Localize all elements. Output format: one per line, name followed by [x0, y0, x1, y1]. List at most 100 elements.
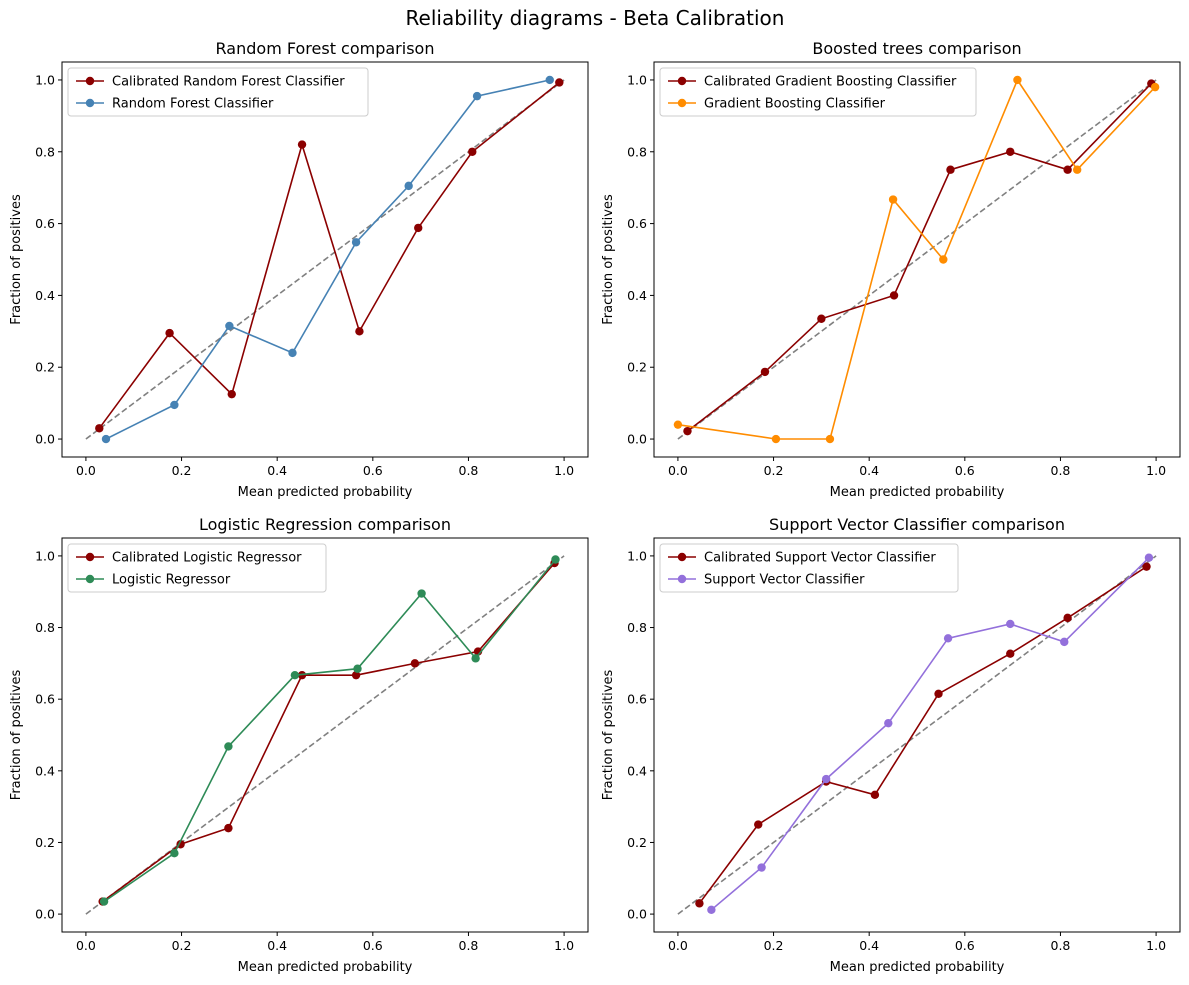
legend-swatch-marker: [85, 574, 95, 584]
x-tick-label: 0.6: [955, 938, 975, 953]
x-tick-label: 0.0: [76, 463, 96, 478]
legend-label: Calibrated Support Vector Classifier: [704, 551, 936, 566]
data-point: [1063, 165, 1072, 174]
series-line: [105, 79, 550, 440]
legend-label: Calibrated Gradient Boosting Classifier: [704, 75, 957, 90]
series-line: [102, 562, 556, 903]
legend-label: Calibrated Random Forest Classifier: [112, 75, 345, 90]
x-tick-label: 0.8: [1051, 463, 1071, 478]
series-line: [103, 558, 557, 903]
data-point: [821, 774, 831, 784]
subplot-4: Support Vector Classifier comparison 0.0 0…: [601, 515, 1181, 975]
data-point: [946, 165, 955, 174]
data-point: [1142, 562, 1151, 571]
subplot-title: Logistic Regression comparison: [199, 515, 451, 534]
y-tick-label: 1.0: [627, 72, 647, 87]
x-tick-label: 0.6: [363, 938, 383, 953]
data-point: [1150, 82, 1160, 92]
x-tick-label: 0.2: [764, 463, 784, 478]
y-tick-label: 0.0: [35, 432, 55, 447]
data-point: [934, 689, 943, 699]
legend-swatch-marker: [85, 76, 95, 86]
subplot-title: Boosted trees comparison: [812, 39, 1021, 58]
data-point: [225, 321, 234, 331]
data-point: [165, 328, 174, 338]
legend: Calibrated Gradient Boosting Classifier G…: [659, 67, 977, 117]
series-line: [677, 78, 1156, 440]
x-tick-label: 0.4: [859, 463, 879, 478]
data-point: [224, 742, 233, 751]
y-tick-label: 0.0: [627, 907, 647, 922]
data-point: [817, 314, 826, 323]
legend-swatch-marker: [677, 98, 687, 108]
data-point: [707, 905, 716, 914]
series-line: [710, 557, 1150, 911]
legend-box: [67, 67, 369, 117]
data-point: [1072, 165, 1082, 174]
series-2: [99, 555, 560, 906]
y-tick-label: 0.6: [627, 692, 647, 707]
data-point: [95, 424, 104, 433]
data-point: [754, 820, 763, 829]
data-point: [351, 238, 361, 247]
data-point: [355, 327, 364, 336]
x-axis-label: Mean predicted probability: [238, 960, 413, 975]
subplot-title: Support Vector Classifier comparison: [769, 515, 1065, 534]
subplot-1: Random Forest comparison 0.0 0.2 0.4 0.6 0.8 1…: [9, 39, 589, 500]
data-point: [99, 897, 109, 906]
x-tick-label: 0.0: [668, 463, 688, 478]
series-1: [695, 562, 1151, 908]
data-point: [683, 426, 692, 436]
x-tick-label: 1.0: [1146, 463, 1166, 478]
y-tick-label: 0.6: [35, 692, 55, 707]
data-point: [943, 634, 953, 643]
x-tick-label: 0.4: [859, 938, 879, 953]
y-tick-label: 1.0: [627, 548, 647, 563]
y-tick-label: 0.4: [627, 288, 647, 303]
axes-frame: [61, 61, 589, 458]
y-tick-label: 0.8: [35, 620, 55, 635]
data-point: [472, 91, 482, 101]
data-point: [1006, 619, 1015, 629]
x-tick-label: 0.4: [267, 463, 287, 478]
data-point: [353, 664, 362, 673]
y-tick-label: 0.6: [35, 216, 55, 231]
x-tick-label: 0.6: [955, 463, 975, 478]
y-tick-label: 0.8: [35, 144, 55, 159]
legend-box: [67, 543, 327, 593]
data-point: [351, 670, 361, 680]
data-point: [888, 195, 898, 204]
data-point: [170, 849, 179, 858]
data-point: [170, 400, 179, 410]
y-axis-label: Fraction of positives: [9, 194, 24, 325]
subplot-2: Boosted trees comparison 0.0 0.2 0.4 0.6 0.8 1…: [601, 39, 1181, 500]
series-2: [707, 553, 1154, 914]
series-1: [95, 78, 564, 433]
data-point: [404, 181, 413, 191]
y-tick-label: 0.4: [627, 763, 647, 778]
data-point: [673, 420, 683, 429]
series-line: [98, 81, 560, 429]
y-tick-label: 0.4: [35, 763, 55, 778]
subplot-title: Random Forest comparison: [216, 39, 435, 58]
subplot-grid: Random Forest comparison 0.0 0.2 0.4 0.6 0.8 1…: [9, 39, 1181, 975]
y-tick-label: 0.6: [627, 216, 647, 231]
x-tick-label: 0.0: [76, 938, 96, 953]
legend: Calibrated Logistic Regressor Logistic Re…: [67, 543, 327, 593]
series-2: [673, 75, 1160, 444]
data-point: [471, 654, 480, 663]
series-2: [101, 75, 554, 444]
data-point: [695, 899, 704, 908]
data-point: [889, 291, 899, 300]
y-tick-label: 0.2: [35, 360, 55, 375]
axes-frame: [653, 61, 1181, 458]
x-tick-label: 0.2: [172, 463, 192, 478]
legend: Calibrated Random Forest Classifier Rando…: [67, 67, 369, 117]
data-point: [1060, 637, 1069, 647]
x-tick-label: 1.0: [554, 463, 574, 478]
data-point: [288, 348, 297, 358]
perfect-calibration-line: [677, 79, 1157, 440]
series-1: [98, 558, 559, 906]
y-tick-label: 0.4: [35, 288, 55, 303]
